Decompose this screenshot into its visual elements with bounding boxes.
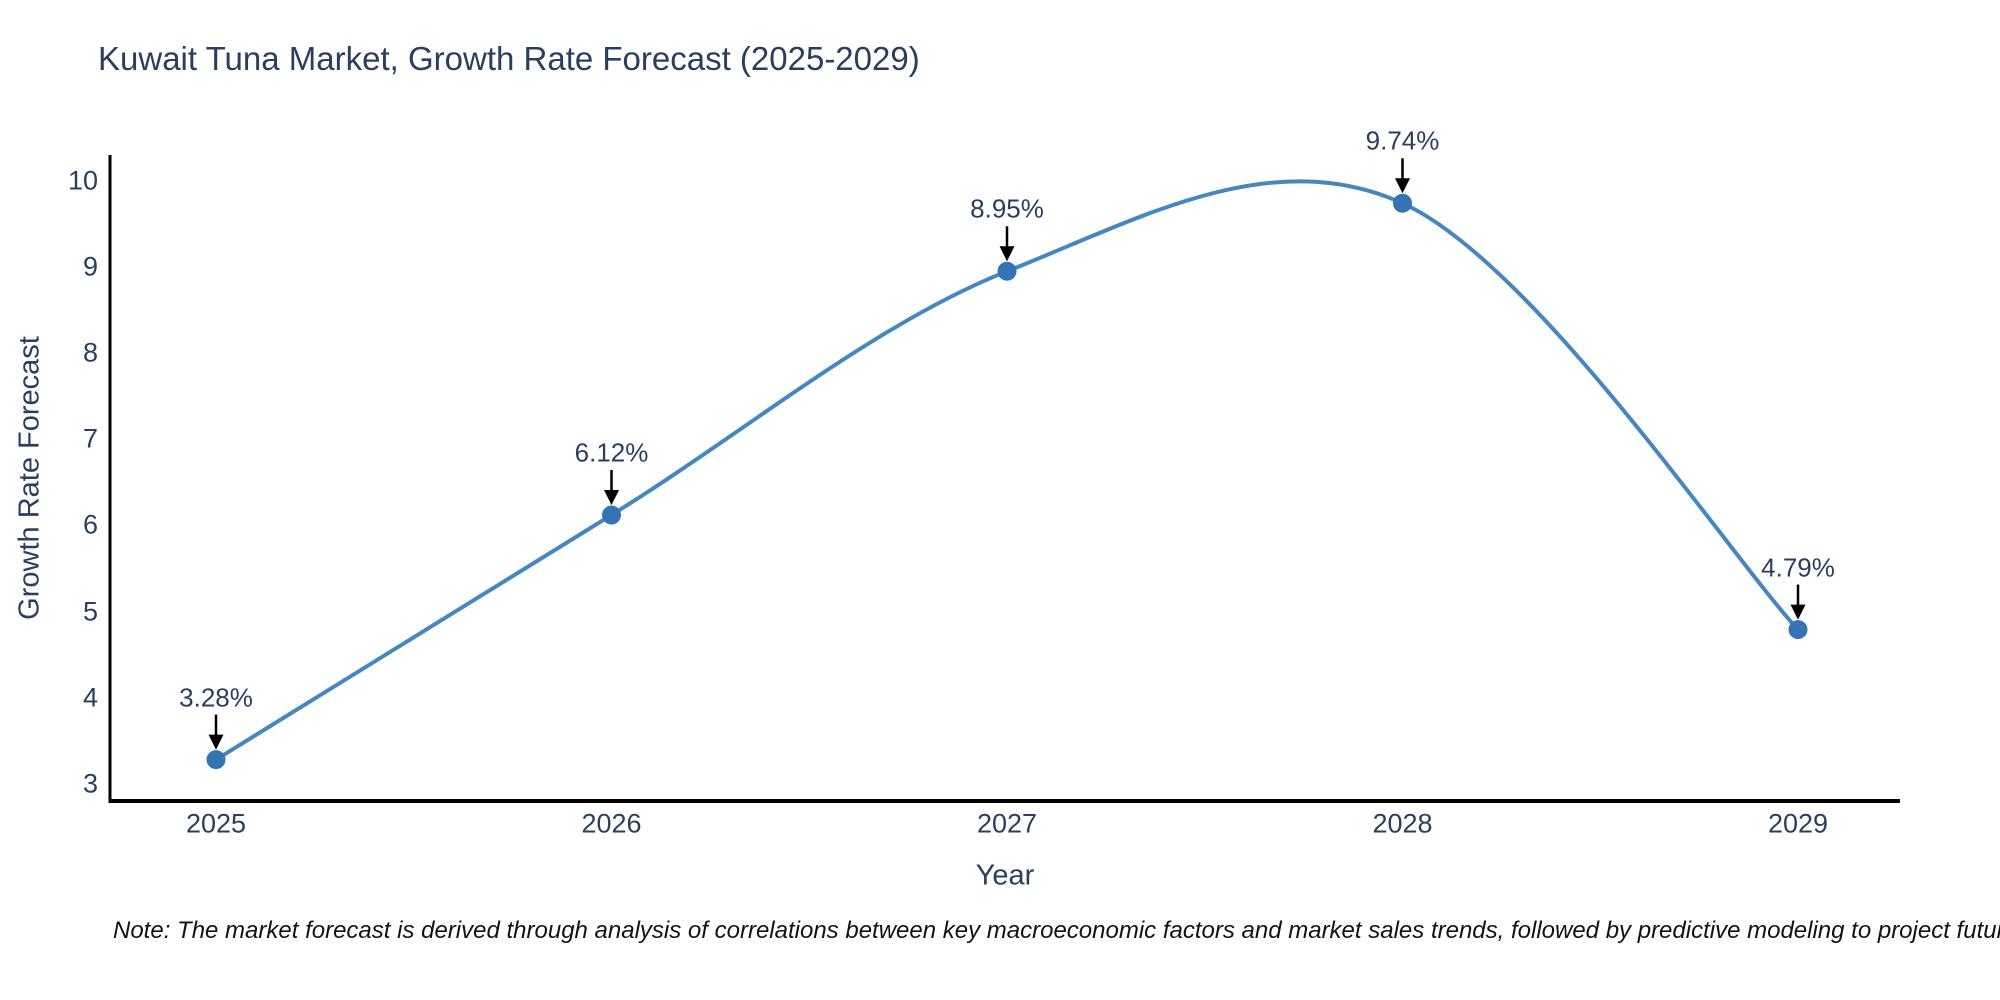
point-annotation-label: 4.79% (1761, 552, 1835, 583)
annotation-arrow-head (604, 490, 619, 506)
x-tick-label: 2029 (1767, 808, 1829, 839)
data-point[interactable] (206, 750, 226, 770)
data-point[interactable] (1788, 620, 1808, 640)
x-tick-label: 2027 (976, 808, 1038, 839)
point-annotation-label: 3.28% (179, 682, 253, 713)
annotation-arrow-head (999, 246, 1015, 262)
y-tick-label: 4 (82, 682, 98, 713)
y-tick-label: 10 (67, 165, 98, 196)
point-annotation-label: 6.12% (574, 437, 649, 468)
y-tick-label: 7 (82, 423, 98, 454)
y-tick-label: 5 (82, 596, 98, 626)
x-tick-label: 2025 (185, 808, 247, 839)
chart-title: Kuwait Tuna Market, Growth Rate Forecast… (98, 40, 920, 77)
point-annotation-label: 8.95% (970, 193, 1044, 224)
annotation-arrow-head (208, 734, 224, 750)
data-point[interactable] (602, 505, 621, 525)
point-annotation-label: 9.74% (1365, 125, 1440, 156)
x-axis-title: Year (975, 859, 1035, 892)
y-tick-label: 6 (82, 509, 98, 540)
data-point[interactable] (997, 261, 1017, 281)
x-tick-label: 2026 (581, 808, 642, 839)
y-tick-label: 8 (82, 337, 98, 368)
x-tick-label: 2028 (1372, 808, 1433, 839)
annotation-arrow-head (1790, 604, 1806, 620)
y-tick-label: 3 (82, 768, 98, 799)
data-point[interactable] (1393, 193, 1412, 213)
footnote: Note: The market forecast is derived thr… (113, 917, 2000, 944)
y-tick-label: 9 (82, 251, 98, 282)
annotation-arrow-head (1395, 178, 1410, 194)
